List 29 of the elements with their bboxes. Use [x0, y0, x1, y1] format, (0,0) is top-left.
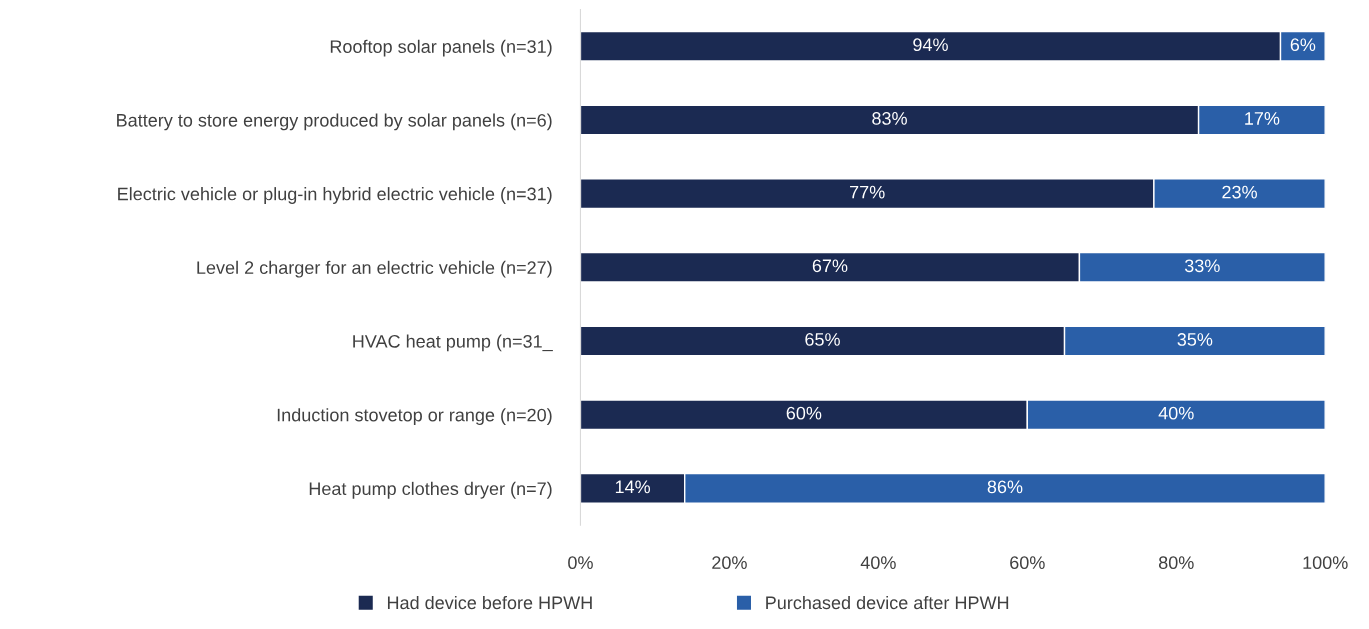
y-tick-label: Induction stovetop or range (n=20) [277, 408, 552, 425]
y-tick-label: HVAC heat pump (n=31_ [353, 334, 553, 352]
y-tick-label: Heat pump clothes dryer (n=7) [309, 481, 552, 499]
data-label: 17% [1245, 112, 1280, 125]
x-tick-label: 20% [712, 556, 747, 570]
legend-label: Purchased device after HPWH [766, 595, 1009, 610]
data-label: 40% [1158, 406, 1194, 420]
x-tick-label: 0% [568, 556, 593, 570]
data-label: 23% [1222, 185, 1257, 199]
data-label: 14% [615, 480, 651, 494]
data-label: 65% [805, 333, 840, 346]
y-tick-label: Level 2 charger for an electric vehicle (n=27) [197, 260, 552, 278]
x-tick-label: 40% [860, 556, 896, 570]
data-label: 67% [812, 259, 848, 273]
y-tick-label: Electric vehicle or plug-in hybrid electric vehicle (n=31) [118, 187, 552, 204]
data-label: 6% [1290, 38, 1316, 52]
x-tick-label: 100% [1303, 556, 1348, 570]
y-tick-label: Rooftop solar panels (n=31) [330, 39, 552, 57]
x-tick-label: 80% [1158, 556, 1194, 570]
data-label: 86% [987, 480, 1023, 494]
data-label: 83% [872, 112, 907, 125]
x-tick-label: 60% [1010, 556, 1045, 570]
data-label: 33% [1184, 259, 1220, 273]
data-label: 77% [850, 185, 885, 199]
data-label: 94% [913, 38, 948, 52]
data-label: 60% [786, 406, 822, 420]
legend-label: Had device before HPWH [387, 595, 592, 610]
y-tick-label: Battery to store energy produced by solar panels (n=6) [117, 113, 552, 131]
data-label: 35% [1177, 333, 1213, 346]
